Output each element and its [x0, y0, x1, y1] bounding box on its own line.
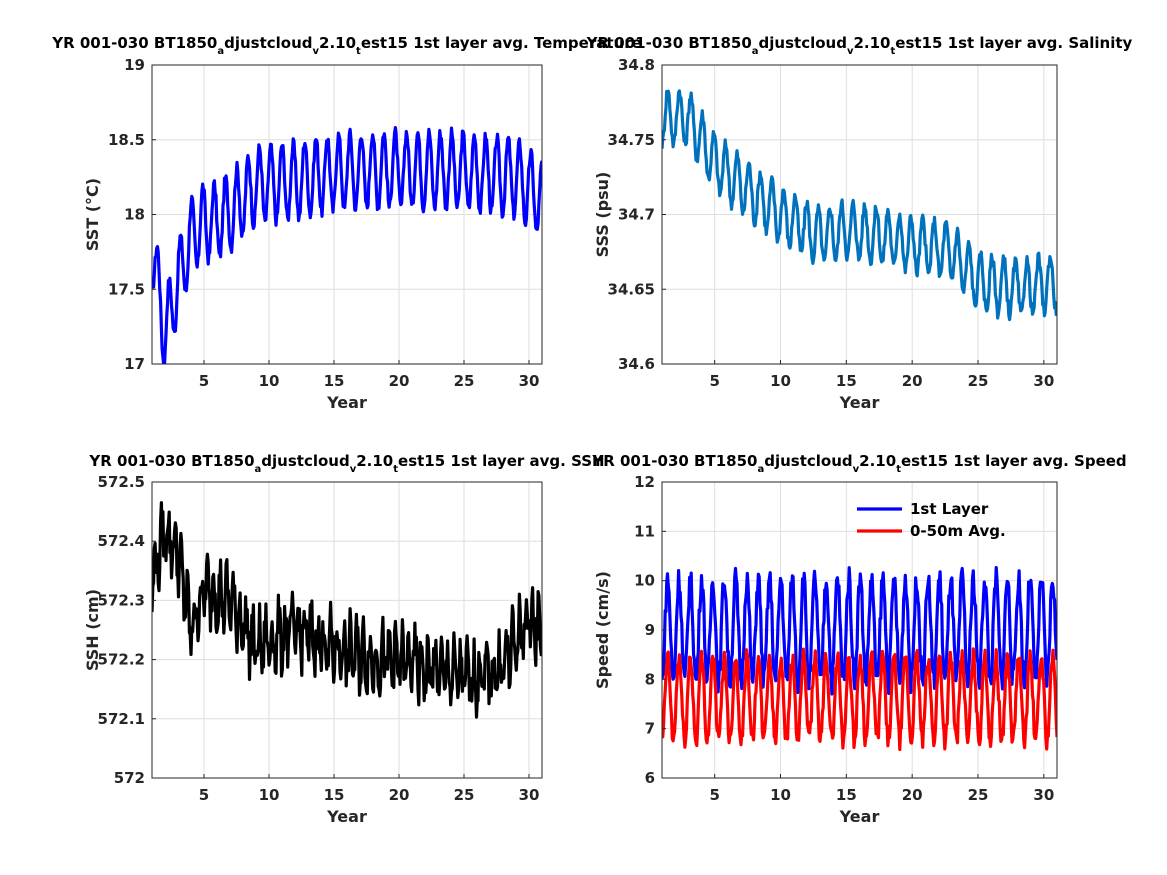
legend-label: 1st Layer — [910, 500, 989, 518]
y-tick-label: 17.5 — [108, 280, 145, 298]
series-line-2 — [662, 647, 1057, 751]
chart-title: YR 001-030 BT1850adjustcloudv2.10test15 … — [88, 452, 604, 475]
x-tick-label: 25 — [454, 786, 475, 804]
x-tick-label: 30 — [519, 786, 540, 804]
x-tick-label: 15 — [836, 786, 857, 804]
y-tick-label: 11 — [634, 522, 655, 540]
x-tick-label: 30 — [1033, 786, 1054, 804]
panel-temperature: 5 10 15 20 25 30 17 17.5 18 18.5 19 Year SST (°C) YR … — [51, 34, 642, 412]
x-tick-label: 5 — [709, 786, 719, 804]
x-tick-label: 25 — [968, 786, 989, 804]
x-tick-label: 10 — [259, 372, 280, 390]
x-tick-label: 25 — [968, 372, 989, 390]
panel-speed: 5 10 15 20 25 30 6 7 8 9 10 11 12 Year Speed (cm/s) YR … — [591, 452, 1126, 826]
x-axis-label: Year — [326, 807, 367, 826]
x-axis-label: Year — [839, 807, 880, 826]
y-tick-label: 34.65 — [608, 280, 655, 298]
y-tick-label: 572.5 — [98, 473, 145, 491]
y-tick-label: 572.3 — [98, 591, 145, 609]
y-tick-label: 572.4 — [98, 532, 145, 550]
x-tick-label: 5 — [199, 786, 209, 804]
y-axis-label: SSS (psu) — [593, 172, 612, 258]
x-tick-label: 30 — [1033, 372, 1054, 390]
y-tick-label: 572.2 — [98, 651, 145, 669]
x-tick-label: 5 — [709, 372, 719, 390]
x-tick-label: 25 — [454, 372, 475, 390]
x-axis-label: Year — [326, 393, 367, 412]
chart-title: YR 001-030 BT1850adjustcloudv2.10test15 … — [586, 34, 1133, 57]
series-line-1 — [152, 501, 542, 719]
x-tick-label: 10 — [770, 372, 791, 390]
x-tick-label: 20 — [902, 372, 923, 390]
x-tick-label: 20 — [902, 786, 923, 804]
panel-salinity: 5 10 15 20 25 30 34.6 34.65 34.7 34.75 34.8 Year SSS… — [586, 34, 1133, 412]
y-tick-label: 10 — [634, 572, 655, 590]
y-tick-label: 34.6 — [618, 355, 655, 373]
y-tick-label: 6 — [645, 769, 655, 787]
y-tick-label: 9 — [645, 621, 655, 639]
series-line-1 — [662, 89, 1057, 322]
y-tick-label: 34.75 — [608, 131, 655, 149]
y-tick-label: 572 — [114, 769, 145, 787]
y-axis-label: SSH (cm) — [83, 589, 102, 671]
y-tick-label: 18.5 — [108, 131, 145, 149]
axes-box — [151, 481, 543, 779]
legend: 1st Layer 0-50m Avg. — [857, 500, 1006, 540]
y-tick-label: 7 — [645, 720, 655, 738]
y-tick-label: 34.7 — [618, 206, 655, 224]
y-tick-label: 8 — [645, 670, 655, 688]
x-axis-label: Year — [839, 393, 880, 412]
x-tick-label: 30 — [519, 372, 540, 390]
y-axis-label: SST (°C) — [83, 178, 102, 251]
x-tick-label: 15 — [836, 372, 857, 390]
y-tick-label: 19 — [124, 56, 145, 74]
y-tick-label: 17 — [124, 355, 145, 373]
x-tick-label: 15 — [324, 786, 345, 804]
chart-title: YR 001-030 BT1850adjustcloudv2.10test15 … — [51, 34, 642, 57]
legend-label: 0-50m Avg. — [910, 522, 1006, 540]
y-tick-label: 18 — [124, 206, 145, 224]
x-tick-label: 10 — [259, 786, 280, 804]
panel-ssh: 5 10 15 20 25 30572572.1572.2572.3572.4572.5Y… — [83, 452, 605, 826]
y-tick-label: 12 — [634, 473, 655, 491]
chart-title: YR 001-030 BT1850adjustcloudv2.10test15 … — [591, 452, 1126, 475]
x-tick-label: 20 — [389, 372, 410, 390]
x-tick-label: 20 — [389, 786, 410, 804]
y-tick-label: 572.1 — [98, 710, 145, 728]
x-tick-label: 15 — [324, 372, 345, 390]
series-line-1 — [662, 566, 1057, 696]
y-axis-label: Speed (cm/s) — [593, 571, 612, 689]
x-tick-label: 5 — [199, 372, 209, 390]
series-line-1 — [152, 126, 542, 364]
x-tick-label: 10 — [770, 786, 791, 804]
y-tick-label: 34.8 — [618, 56, 655, 74]
